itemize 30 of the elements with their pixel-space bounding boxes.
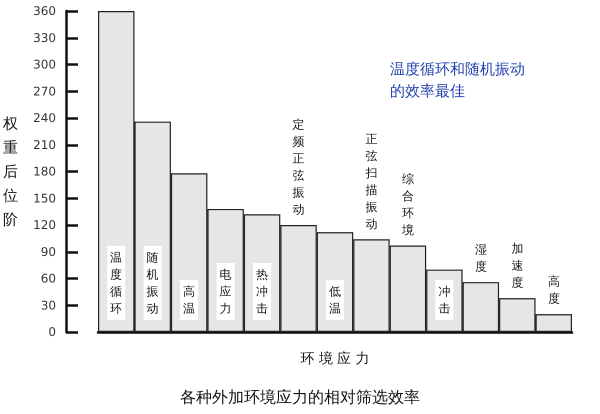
y-tick-label: 30 — [40, 298, 56, 312]
y-tick-label: 210 — [33, 138, 56, 152]
y-tick-label: 60 — [40, 272, 56, 286]
text: 各种外加环境应力的相对筛选效率 — [180, 388, 420, 406]
annotation: 温度循环和随机振动的效率最佳 — [390, 60, 525, 100]
x-tick-label: 湿度 — [474, 242, 487, 274]
x-tick-label: 高温 — [183, 284, 196, 316]
x-tick-label: 高度 — [548, 274, 560, 306]
y-tick-label: 180 — [33, 164, 56, 178]
y-axis-title: 权重后位阶 — [2, 114, 18, 228]
x-tick-label: 定频正弦振动 — [292, 118, 305, 216]
x-tick-label: 温度循环 — [110, 250, 122, 316]
y-tick-label: 120 — [33, 218, 56, 232]
y-tick-label: 270 — [33, 84, 56, 98]
x-tick-label: 正弦扫描振动 — [364, 132, 378, 231]
x-tick-label: 综合环境 — [400, 172, 414, 238]
y-tick-label: 330 — [33, 30, 56, 45]
y-tick-label: 300 — [33, 58, 56, 72]
x-tick-label: 电应力 — [220, 268, 232, 316]
y-tick-label: 360 — [33, 4, 56, 18]
x-tick-label: 加速度 — [511, 242, 524, 290]
y-tick-label: 0 — [48, 325, 56, 339]
y-tick-label: 240 — [33, 111, 56, 125]
x-tick-label: 随机振动 — [146, 250, 159, 316]
x-tick-label: 低温 — [329, 284, 341, 316]
x-tick-label: 冲击 — [438, 284, 450, 316]
y-tick-label: 150 — [33, 191, 56, 206]
x-axis-title: 环 境 应 力 — [300, 351, 370, 367]
x-tick-label: 热冲击 — [256, 268, 268, 316]
y-tick-label: 90 — [40, 244, 56, 259]
